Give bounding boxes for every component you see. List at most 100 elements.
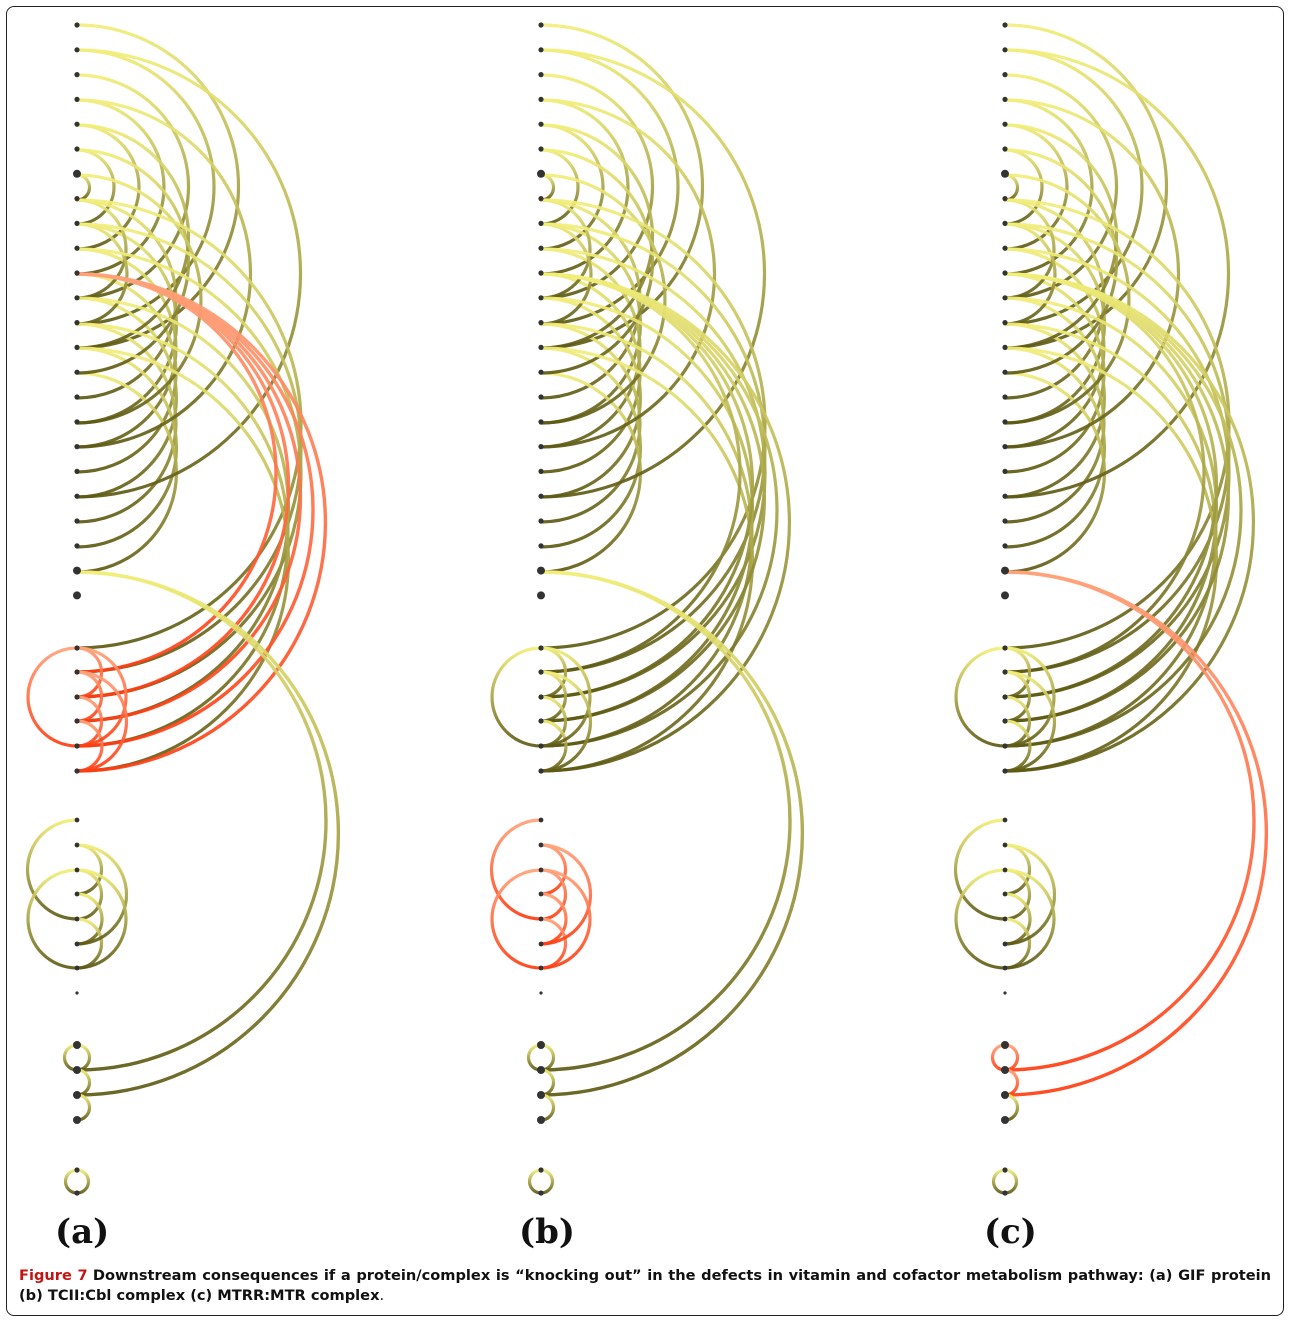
node	[73, 1066, 81, 1074]
node	[538, 543, 544, 549]
node	[1002, 394, 1008, 400]
node	[538, 196, 544, 202]
node	[538, 768, 544, 774]
node	[538, 1190, 544, 1196]
arc	[1003, 198, 1056, 300]
arc	[75, 148, 116, 226]
node	[1002, 916, 1008, 922]
arc	[26, 868, 79, 970]
arc-diagram-c	[953, 22, 1269, 1196]
arc	[25, 818, 79, 921]
node	[74, 941, 80, 947]
node	[1001, 566, 1009, 575]
node	[74, 444, 80, 450]
node	[1002, 344, 1008, 350]
arc	[75, 123, 191, 350]
node	[73, 591, 81, 600]
arc	[1003, 1043, 1020, 1072]
node	[1002, 22, 1008, 28]
node	[538, 518, 544, 524]
node	[74, 493, 80, 499]
node	[74, 842, 80, 848]
node	[74, 743, 80, 749]
arc	[539, 247, 767, 699]
node	[1003, 991, 1007, 995]
arc	[75, 198, 128, 300]
arc	[75, 173, 92, 202]
node	[1002, 468, 1008, 474]
node	[538, 867, 544, 873]
figure-label: Figure 7	[19, 1267, 88, 1284]
arc	[539, 272, 792, 773]
node	[1002, 47, 1008, 53]
arc	[1003, 272, 1256, 773]
arc	[75, 222, 129, 326]
node	[1001, 1091, 1009, 1099]
node	[1002, 1190, 1008, 1196]
node	[538, 121, 544, 127]
arc	[953, 818, 1007, 921]
arc	[539, 570, 805, 1097]
arc	[539, 296, 643, 499]
panel-label-a: (a)	[55, 1212, 110, 1252]
node	[74, 96, 80, 102]
node	[74, 768, 80, 774]
node	[74, 965, 80, 971]
node	[74, 295, 80, 301]
node	[1002, 245, 1008, 251]
affected-arc	[1003, 570, 1256, 1072]
node	[74, 669, 80, 675]
node	[537, 169, 545, 178]
node	[537, 1041, 545, 1049]
node	[1002, 493, 1008, 499]
arc	[1003, 123, 1119, 350]
arc	[1003, 98, 1094, 276]
node	[1002, 842, 1008, 848]
affected-arc	[75, 670, 129, 773]
node	[1001, 591, 1009, 600]
node	[74, 543, 80, 549]
panel-label-b: (b)	[519, 1212, 575, 1252]
node	[1002, 817, 1008, 823]
node	[74, 468, 80, 474]
arc	[1003, 247, 1231, 699]
node	[538, 146, 544, 152]
node	[73, 1116, 81, 1124]
node	[74, 146, 80, 152]
node	[1002, 543, 1008, 549]
arc	[539, 98, 717, 449]
node	[74, 891, 80, 897]
affected-arc	[26, 646, 79, 748]
node	[538, 47, 544, 53]
node	[1002, 743, 1008, 749]
arc	[1003, 1093, 1020, 1122]
node	[74, 817, 80, 823]
node	[74, 270, 80, 276]
arc	[1003, 1168, 1019, 1195]
arc	[75, 322, 178, 524]
arc	[539, 173, 556, 202]
node	[74, 220, 80, 226]
node	[73, 566, 81, 575]
node	[74, 718, 80, 724]
arc	[539, 173, 667, 425]
node	[538, 444, 544, 450]
node	[538, 493, 544, 499]
node	[1002, 645, 1008, 651]
arc	[539, 1043, 556, 1072]
node	[73, 1041, 81, 1049]
arc	[75, 346, 291, 773]
arc	[75, 570, 341, 1097]
node	[1001, 169, 1009, 178]
arc	[75, 868, 128, 970]
node	[1002, 669, 1008, 675]
node	[538, 96, 544, 102]
node	[1002, 295, 1008, 301]
arc	[539, 73, 655, 300]
arc	[75, 1043, 92, 1072]
node	[74, 47, 80, 53]
arc	[1003, 98, 1181, 449]
node	[538, 295, 544, 301]
node	[538, 965, 544, 971]
node	[538, 245, 544, 251]
